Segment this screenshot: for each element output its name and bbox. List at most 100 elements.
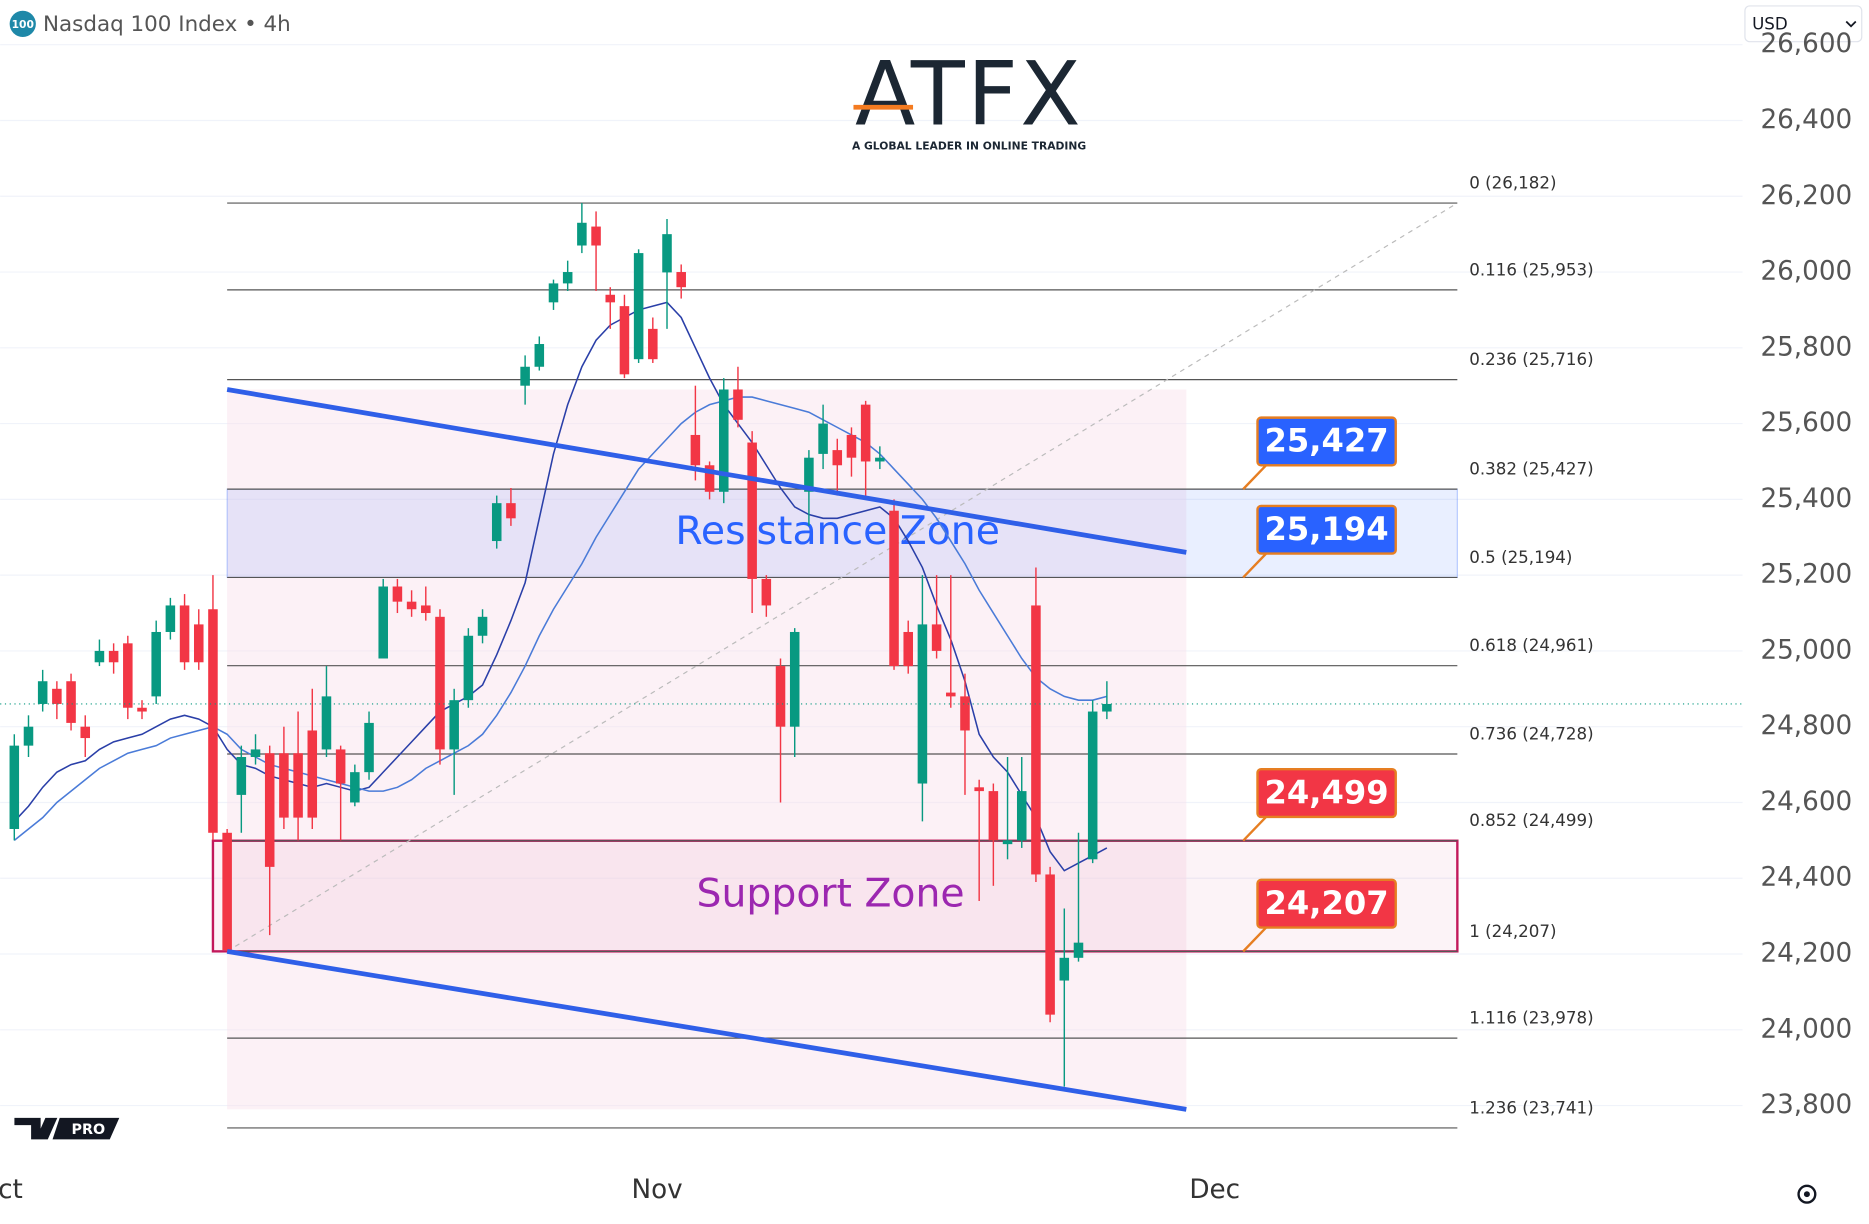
price-tag bbox=[1256, 416, 1397, 467]
y-tick-label: 25,400 bbox=[1760, 484, 1852, 514]
candle-body bbox=[208, 609, 218, 833]
x-tick-label: Oct bbox=[0, 1175, 23, 1205]
candle-body bbox=[321, 696, 332, 750]
candle-body bbox=[648, 328, 658, 360]
candle-body bbox=[832, 450, 843, 466]
fib-label: 0.852 (24,499) bbox=[1469, 811, 1593, 830]
candle-body bbox=[875, 457, 885, 462]
y-tick-label: 26,400 bbox=[1760, 105, 1852, 135]
chart-title: Nasdaq 100 Index • 4h bbox=[43, 12, 291, 37]
candle-body bbox=[548, 283, 559, 303]
y-tick-label: 24,400 bbox=[1760, 863, 1852, 893]
fib-label: 0.116 (25,953) bbox=[1469, 260, 1593, 279]
settings-icon[interactable] bbox=[1797, 1184, 1817, 1204]
candle-body bbox=[1045, 874, 1055, 1015]
candle-body bbox=[733, 389, 743, 420]
y-tick-label: 26,000 bbox=[1760, 257, 1852, 287]
y-tick-label: 23,800 bbox=[1760, 1090, 1852, 1120]
currency-select[interactable] bbox=[1744, 5, 1863, 43]
zone-label: Resistance Zone bbox=[675, 508, 1000, 554]
x-tick-label: Dec bbox=[1189, 1175, 1240, 1205]
tv-logo bbox=[14, 1117, 120, 1140]
y-tick-label: 25,800 bbox=[1760, 332, 1852, 362]
candle-body bbox=[165, 605, 176, 632]
fib-label: 1.116 (23,978) bbox=[1469, 1009, 1593, 1028]
candle-body bbox=[392, 586, 403, 602]
currency-label: USD bbox=[1752, 15, 1788, 34]
candle-body bbox=[804, 457, 814, 492]
candle-body bbox=[378, 586, 388, 659]
candle-body bbox=[1031, 605, 1041, 875]
candle-body bbox=[151, 631, 161, 697]
price-tag-label: 25,427 bbox=[1265, 422, 1389, 460]
y-tick-label: 26,600 bbox=[1760, 29, 1852, 59]
candle-body bbox=[449, 700, 459, 750]
brand-tagline: A GLOBAL LEADER IN ONLINE TRADING bbox=[852, 140, 1086, 153]
candle-body bbox=[747, 442, 757, 579]
y-tick-label: 25,000 bbox=[1760, 635, 1852, 665]
candle-body bbox=[406, 601, 417, 610]
candle-body bbox=[222, 832, 232, 951]
price-tag bbox=[1256, 878, 1397, 929]
y-tick-label: 24,800 bbox=[1760, 711, 1852, 741]
candle-body bbox=[1087, 711, 1098, 860]
candle-body bbox=[946, 692, 956, 697]
candle-body bbox=[591, 226, 601, 246]
y-tick-label: 25,200 bbox=[1760, 560, 1852, 590]
candle-body bbox=[293, 753, 303, 818]
candle-body bbox=[988, 791, 999, 841]
moving-average bbox=[13, 301, 1108, 872]
candle-body bbox=[421, 605, 431, 614]
candle-body bbox=[931, 624, 942, 651]
candle-body bbox=[52, 688, 62, 704]
candle-body bbox=[179, 605, 190, 663]
candle-body bbox=[690, 434, 701, 466]
candle-body bbox=[1102, 703, 1112, 712]
candle-body bbox=[477, 616, 488, 636]
candle-body bbox=[307, 730, 318, 818]
badge-text: 100 bbox=[12, 18, 34, 31]
candle-body bbox=[818, 423, 828, 454]
candle-body bbox=[66, 681, 76, 723]
candle-body bbox=[633, 253, 644, 360]
y-tick-label: 25,600 bbox=[1760, 408, 1852, 438]
candle-body bbox=[917, 624, 928, 784]
fib-trend bbox=[226, 202, 1458, 952]
candle-body bbox=[562, 272, 573, 284]
fib-label: 0 (26,182) bbox=[1469, 174, 1556, 193]
candle-body bbox=[1002, 840, 1013, 845]
candle-body bbox=[123, 643, 133, 708]
candle-body bbox=[193, 624, 204, 663]
candle-body bbox=[974, 787, 984, 792]
candle-body bbox=[250, 749, 261, 758]
candle-body bbox=[846, 434, 857, 458]
fib-label: 0.736 (24,728) bbox=[1469, 724, 1593, 743]
candle-body bbox=[520, 366, 530, 386]
pro-badge: PRO bbox=[71, 1122, 105, 1138]
candle-body bbox=[889, 510, 899, 667]
candle-body bbox=[94, 650, 105, 663]
candle-body bbox=[80, 726, 91, 739]
y-tick-label: 24,000 bbox=[1760, 1014, 1852, 1044]
price-tag bbox=[1256, 768, 1397, 819]
candle-body bbox=[108, 650, 119, 663]
candle-body bbox=[236, 757, 247, 795]
fib-label: 1 (24,207) bbox=[1469, 922, 1556, 941]
zone-label: Support Zone bbox=[697, 871, 965, 917]
price-tag bbox=[1256, 504, 1397, 555]
candle-body bbox=[37, 681, 48, 704]
candle-body bbox=[137, 707, 147, 712]
candle-body bbox=[718, 389, 729, 492]
candle-body bbox=[619, 306, 630, 375]
candle-body bbox=[676, 272, 686, 288]
dropdown-arrow bbox=[1845, 20, 1857, 28]
candle-body bbox=[350, 772, 360, 803]
price-tag-label: 25,194 bbox=[1265, 510, 1389, 548]
price-tag-label: 24,499 bbox=[1265, 773, 1389, 811]
candle-body bbox=[860, 404, 871, 462]
candle-body bbox=[605, 294, 616, 303]
candle-body bbox=[1073, 942, 1084, 958]
fib-label: 0.618 (24,961) bbox=[1469, 636, 1593, 655]
y-tick-label: 24,200 bbox=[1760, 939, 1852, 969]
